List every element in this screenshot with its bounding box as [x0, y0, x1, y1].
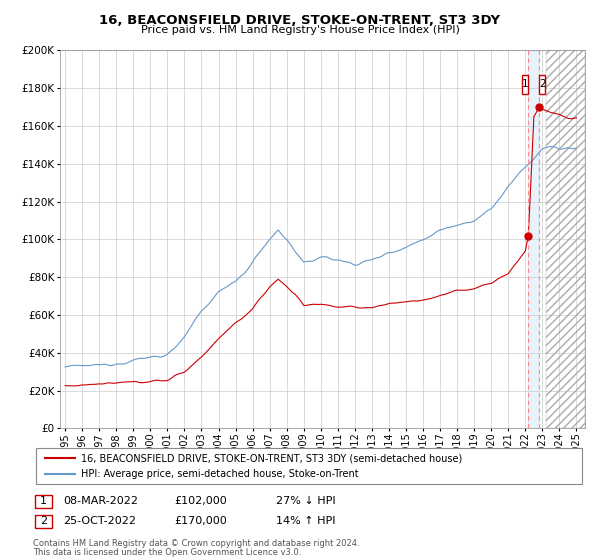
Text: £102,000: £102,000 [174, 496, 227, 506]
Bar [523, 75, 529, 94]
Bar [539, 75, 545, 94]
Text: HPI: Average price, semi-detached house, Stoke-on-Trent: HPI: Average price, semi-detached house,… [81, 469, 359, 479]
Text: 2: 2 [539, 80, 545, 90]
Bar [529, 50, 539, 428]
Text: This data is licensed under the Open Government Licence v3.0.: This data is licensed under the Open Gov… [33, 548, 301, 557]
Text: 1: 1 [40, 496, 47, 506]
Text: Price paid vs. HM Land Registry's House Price Index (HPI): Price paid vs. HM Land Registry's House … [140, 25, 460, 35]
Bar [546, 50, 585, 428]
Text: 27% ↓ HPI: 27% ↓ HPI [276, 496, 335, 506]
Text: 08-MAR-2022: 08-MAR-2022 [63, 496, 138, 506]
Text: 25-OCT-2022: 25-OCT-2022 [63, 516, 136, 526]
Text: 1: 1 [522, 80, 529, 90]
Text: £170,000: £170,000 [174, 516, 227, 526]
Text: 16, BEACONSFIELD DRIVE, STOKE-ON-TRENT, ST3 3DY: 16, BEACONSFIELD DRIVE, STOKE-ON-TRENT, … [100, 14, 500, 27]
Text: Contains HM Land Registry data © Crown copyright and database right 2024.: Contains HM Land Registry data © Crown c… [33, 539, 359, 548]
Text: 14% ↑ HPI: 14% ↑ HPI [276, 516, 335, 526]
Bar [546, 31, 585, 428]
Text: 16, BEACONSFIELD DRIVE, STOKE-ON-TRENT, ST3 3DY (semi-detached house): 16, BEACONSFIELD DRIVE, STOKE-ON-TRENT, … [81, 453, 462, 463]
Text: 2: 2 [40, 516, 47, 526]
